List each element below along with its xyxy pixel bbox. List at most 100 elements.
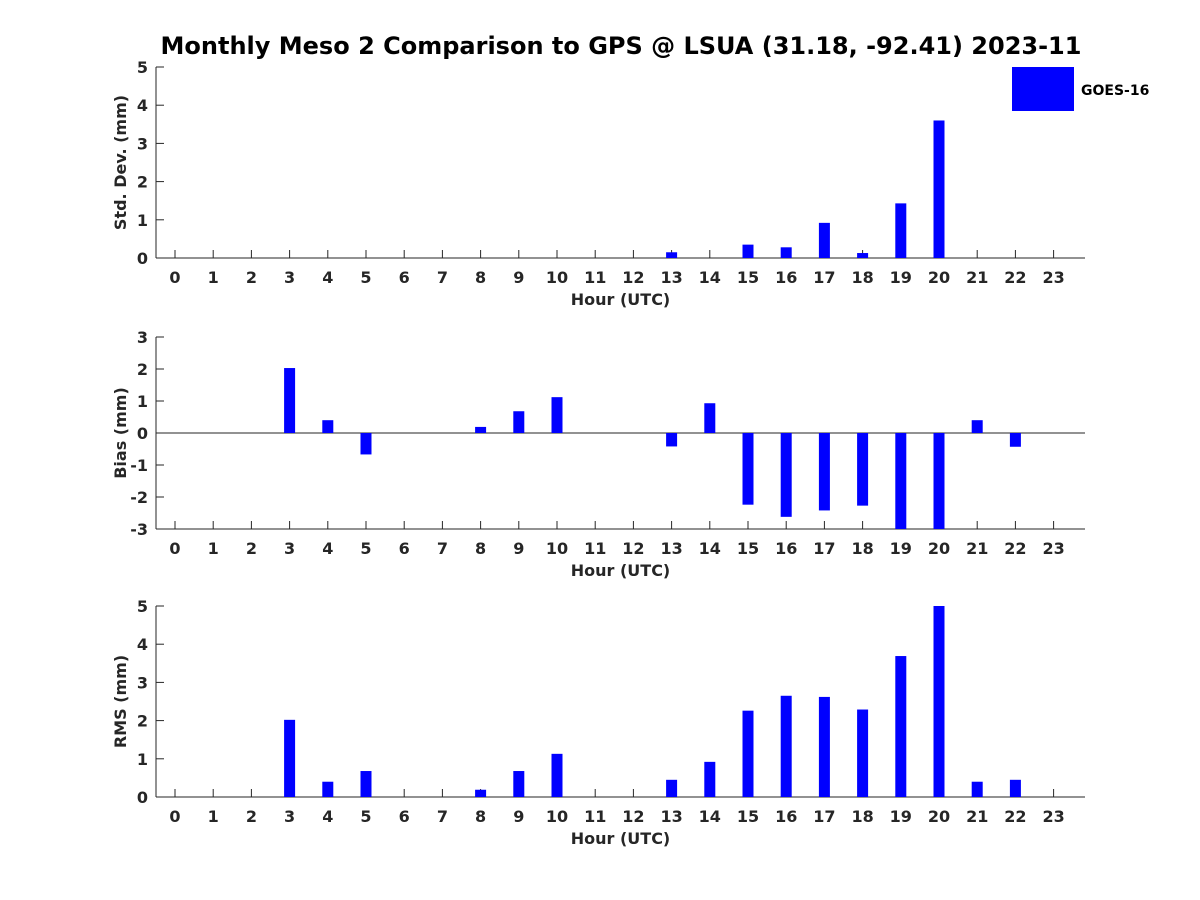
x-tick-label: 11 <box>584 807 606 826</box>
x-tick-label: 14 <box>699 268 721 287</box>
bar-hour-3 <box>284 368 296 433</box>
x-tick-label: 13 <box>660 539 682 558</box>
x-tick-label: 21 <box>966 807 988 826</box>
x-tick-label: 17 <box>813 268 835 287</box>
y-tick-label: 2 <box>137 173 148 192</box>
bar-hour-19 <box>895 203 907 258</box>
y-tick-label: 1 <box>137 392 148 411</box>
x-tick-label: 6 <box>399 268 410 287</box>
y-axis-label: Std. Dev. (mm) <box>111 95 130 230</box>
x-tick-label: 4 <box>322 807 333 826</box>
x-tick-label: 8 <box>475 268 486 287</box>
bar-hour-3 <box>284 719 296 797</box>
bar-hour-20 <box>933 433 945 529</box>
x-tick-label: 1 <box>208 539 219 558</box>
x-tick-label: 15 <box>737 268 759 287</box>
x-tick-label: 13 <box>660 268 682 287</box>
x-tick-label: 18 <box>851 807 873 826</box>
y-tick-label: 2 <box>137 360 148 379</box>
bar-hour-16 <box>780 695 792 797</box>
bar-hour-16 <box>780 433 792 517</box>
y-axis-label: Bias (mm) <box>111 387 130 479</box>
bar-hour-13 <box>666 252 678 258</box>
bar-hour-10 <box>551 753 563 797</box>
bar-hour-9 <box>513 771 525 797</box>
x-tick-label: 6 <box>399 539 410 558</box>
x-tick-label: 2 <box>246 807 257 826</box>
y-tick-label: 5 <box>137 58 148 77</box>
bar-hour-15 <box>742 244 754 258</box>
x-tick-label: 8 <box>475 539 486 558</box>
x-tick-label: 12 <box>622 539 644 558</box>
bar-hour-20 <box>933 606 945 797</box>
x-tick-label: 19 <box>890 807 912 826</box>
x-tick-label: 3 <box>284 539 295 558</box>
x-tick-label: 1 <box>208 807 219 826</box>
y-tick-label: 0 <box>137 424 148 443</box>
x-tick-label: 0 <box>169 539 180 558</box>
y-tick-label: -3 <box>130 520 148 539</box>
x-tick-label: 8 <box>475 807 486 826</box>
bar-hour-15 <box>742 433 754 505</box>
bar-hour-8 <box>475 426 487 433</box>
bar-hour-8 <box>475 789 487 797</box>
bar-hour-13 <box>666 779 678 797</box>
x-tick-label: 9 <box>513 807 524 826</box>
bar-hour-5 <box>360 433 372 455</box>
x-tick-label: 3 <box>284 807 295 826</box>
y-tick-label: 4 <box>137 635 148 654</box>
x-tick-label: 11 <box>584 268 606 287</box>
x-tick-label: 10 <box>546 539 568 558</box>
x-tick-label: 16 <box>775 268 797 287</box>
x-tick-label: 18 <box>851 268 873 287</box>
bar-hour-14 <box>704 403 716 433</box>
bar-hour-13 <box>666 433 678 447</box>
chart-title: Monthly Meso 2 Comparison to GPS @ LSUA … <box>161 32 1082 60</box>
bar-hour-14 <box>704 761 716 797</box>
x-tick-label: 18 <box>851 539 873 558</box>
x-tick-label: 9 <box>513 268 524 287</box>
x-tick-label: 1 <box>208 268 219 287</box>
x-axis-label: Hour (UTC) <box>571 829 671 848</box>
x-axis-label: Hour (UTC) <box>571 290 671 309</box>
x-tick-label: 2 <box>246 539 257 558</box>
bar-hour-18 <box>857 709 869 797</box>
x-tick-label: 13 <box>660 807 682 826</box>
bar-hour-16 <box>780 247 792 258</box>
x-tick-label: 7 <box>437 807 448 826</box>
x-tick-label: 10 <box>546 268 568 287</box>
x-tick-label: 5 <box>360 807 371 826</box>
bar-hour-4 <box>322 420 334 433</box>
x-tick-label: 7 <box>437 268 448 287</box>
x-tick-label: 17 <box>813 539 835 558</box>
bar-hour-17 <box>818 222 830 258</box>
x-tick-label: 12 <box>622 268 644 287</box>
x-tick-label: 14 <box>699 539 721 558</box>
x-axis-label: Hour (UTC) <box>571 561 671 580</box>
x-tick-label: 17 <box>813 807 835 826</box>
x-tick-label: 16 <box>775 807 797 826</box>
legend-swatch <box>1012 67 1074 111</box>
y-tick-label: 3 <box>137 134 148 153</box>
bar-hour-22 <box>1009 433 1021 447</box>
x-tick-label: 5 <box>360 268 371 287</box>
bar-hour-20 <box>933 120 945 258</box>
bar-hour-19 <box>895 656 907 797</box>
bar-hour-18 <box>857 253 869 258</box>
x-tick-label: 20 <box>928 268 950 287</box>
x-tick-label: 22 <box>1004 807 1026 826</box>
bar-hour-10 <box>551 397 563 433</box>
bar-hour-18 <box>857 433 869 506</box>
x-tick-label: 4 <box>322 539 333 558</box>
bar-hour-21 <box>971 420 983 433</box>
y-tick-label: 1 <box>137 750 148 769</box>
legend-label: GOES-16 <box>1081 83 1149 99</box>
y-tick-label: 3 <box>137 673 148 692</box>
x-tick-label: 15 <box>737 539 759 558</box>
